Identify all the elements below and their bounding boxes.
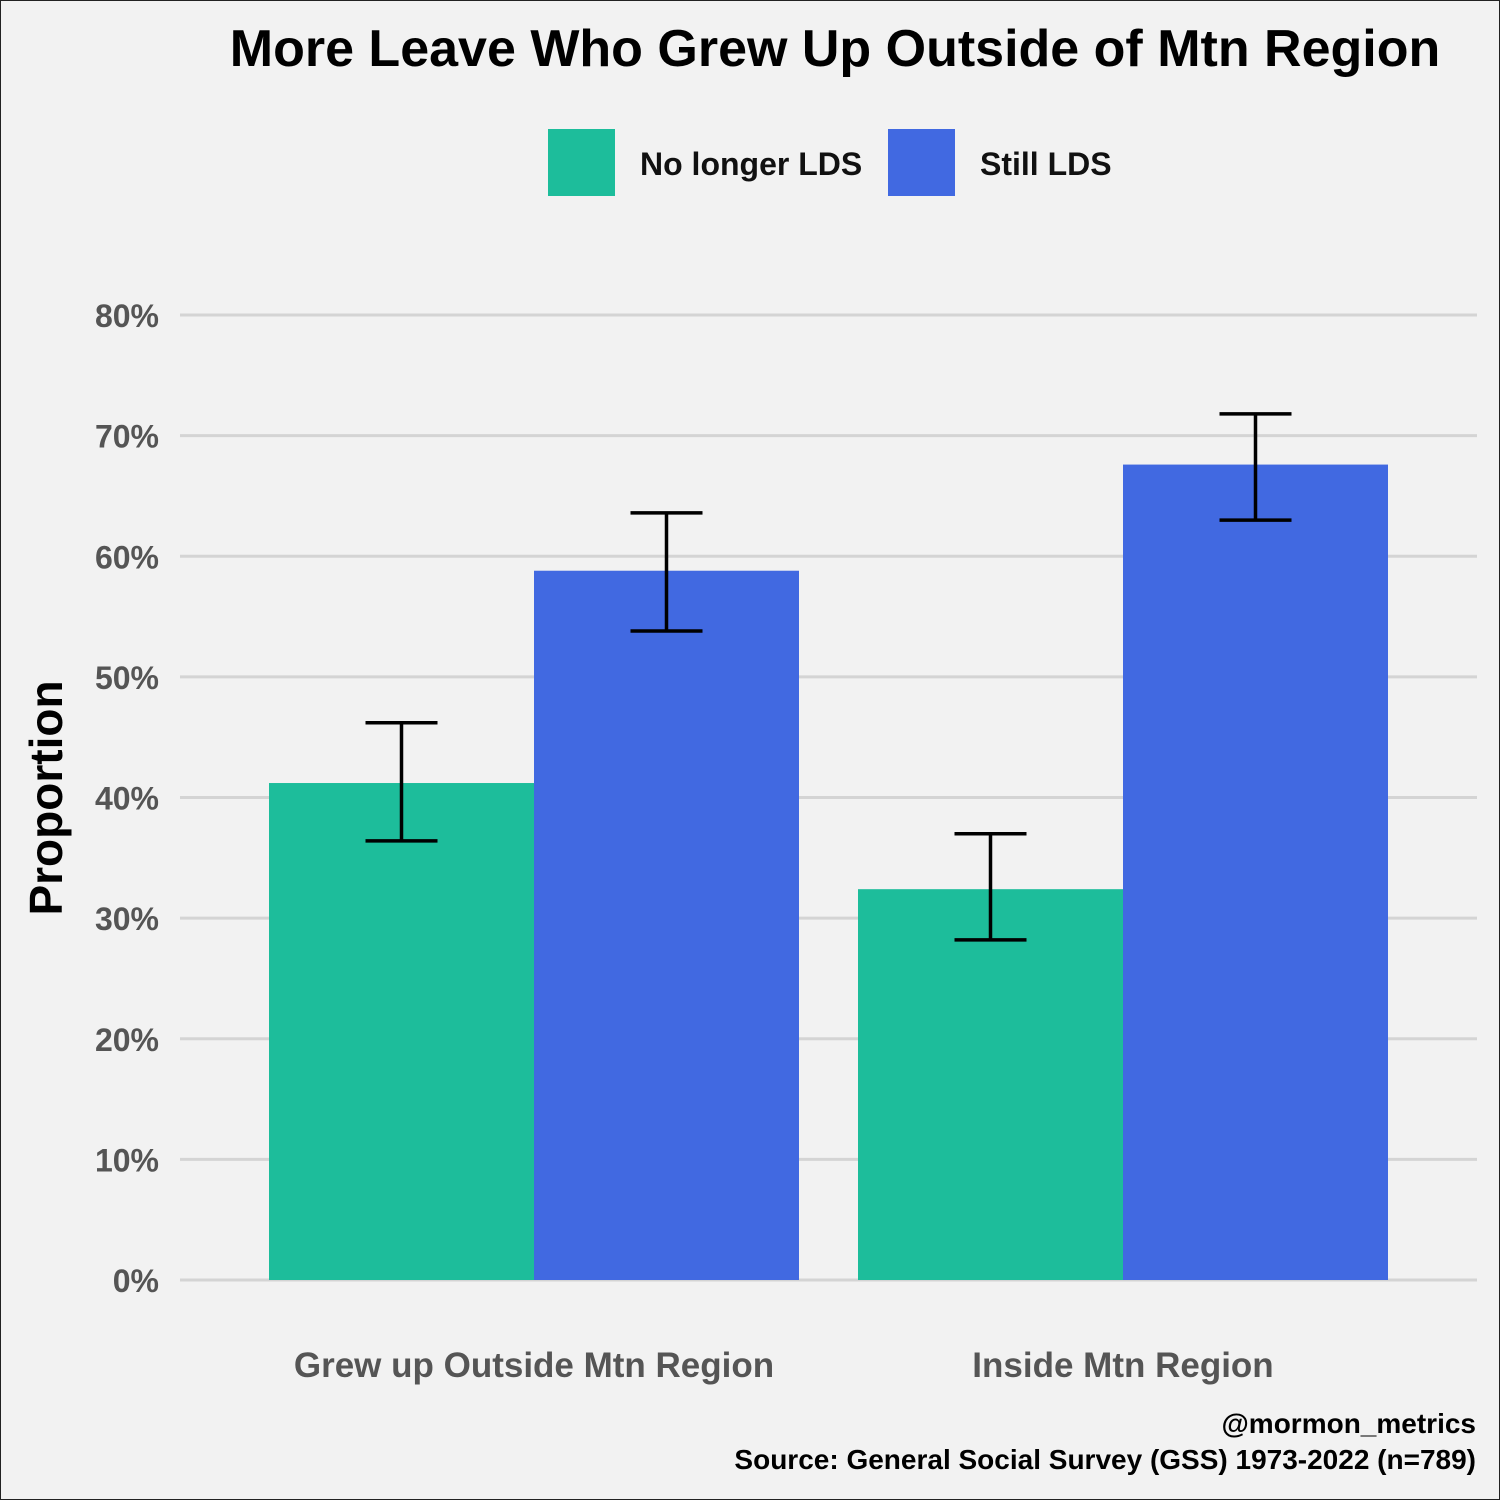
caption-handle: @mormon_metrics: [1222, 1408, 1477, 1439]
y-axis-title: Proportion: [20, 680, 72, 915]
legend: No longer LDS Still LDS: [548, 129, 1112, 196]
x-axis-labels: Grew up Outside Mtn Region Inside Mtn Reg…: [294, 1346, 1274, 1385]
x-category-label-0: Grew up Outside Mtn Region: [294, 1346, 774, 1385]
bar-still-lds-1: [1123, 464, 1388, 1280]
y-tick-label-0: 0%: [113, 1263, 159, 1299]
bar-still-lds-0: [534, 570, 799, 1280]
x-category-label-1: Inside Mtn Region: [972, 1346, 1273, 1385]
caption-source: Source: General Social Survey (GSS) 1973…: [734, 1444, 1476, 1475]
y-tick-label-80: 80%: [95, 298, 159, 334]
bars: [269, 464, 1388, 1280]
bar-no-longer-lds-1: [858, 889, 1123, 1280]
y-tick-label-70: 70%: [95, 419, 159, 455]
error-bar-no-longer-lds-1: [954, 831, 1027, 942]
y-tick-label-50: 50%: [95, 660, 159, 696]
chart-title: More Leave Who Grew Up Outside of Mtn Re…: [230, 20, 1441, 78]
error-bar-no-longer-lds-0: [365, 720, 438, 843]
y-axis-ticks: 0% 10% 20% 30% 40% 50% 60% 70% 80%: [95, 298, 159, 1299]
y-tick-label-10: 10%: [95, 1142, 159, 1178]
y-tick-label-40: 40%: [95, 781, 159, 817]
legend-label-still-lds: Still LDS: [980, 146, 1112, 182]
y-tick-label-30: 30%: [95, 901, 159, 937]
error-bar-still-lds-1: [1219, 412, 1292, 522]
legend-swatch-no-longer-lds: [548, 129, 615, 196]
bar-no-longer-lds-0: [269, 783, 534, 1280]
y-tick-label-60: 60%: [95, 539, 159, 575]
y-tick-label-20: 20%: [95, 1022, 159, 1058]
legend-swatch-still-lds: [888, 129, 955, 196]
error-bars: [365, 412, 1292, 942]
legend-label-no-longer-lds: No longer LDS: [640, 146, 862, 182]
error-bar-still-lds-0: [630, 511, 703, 633]
